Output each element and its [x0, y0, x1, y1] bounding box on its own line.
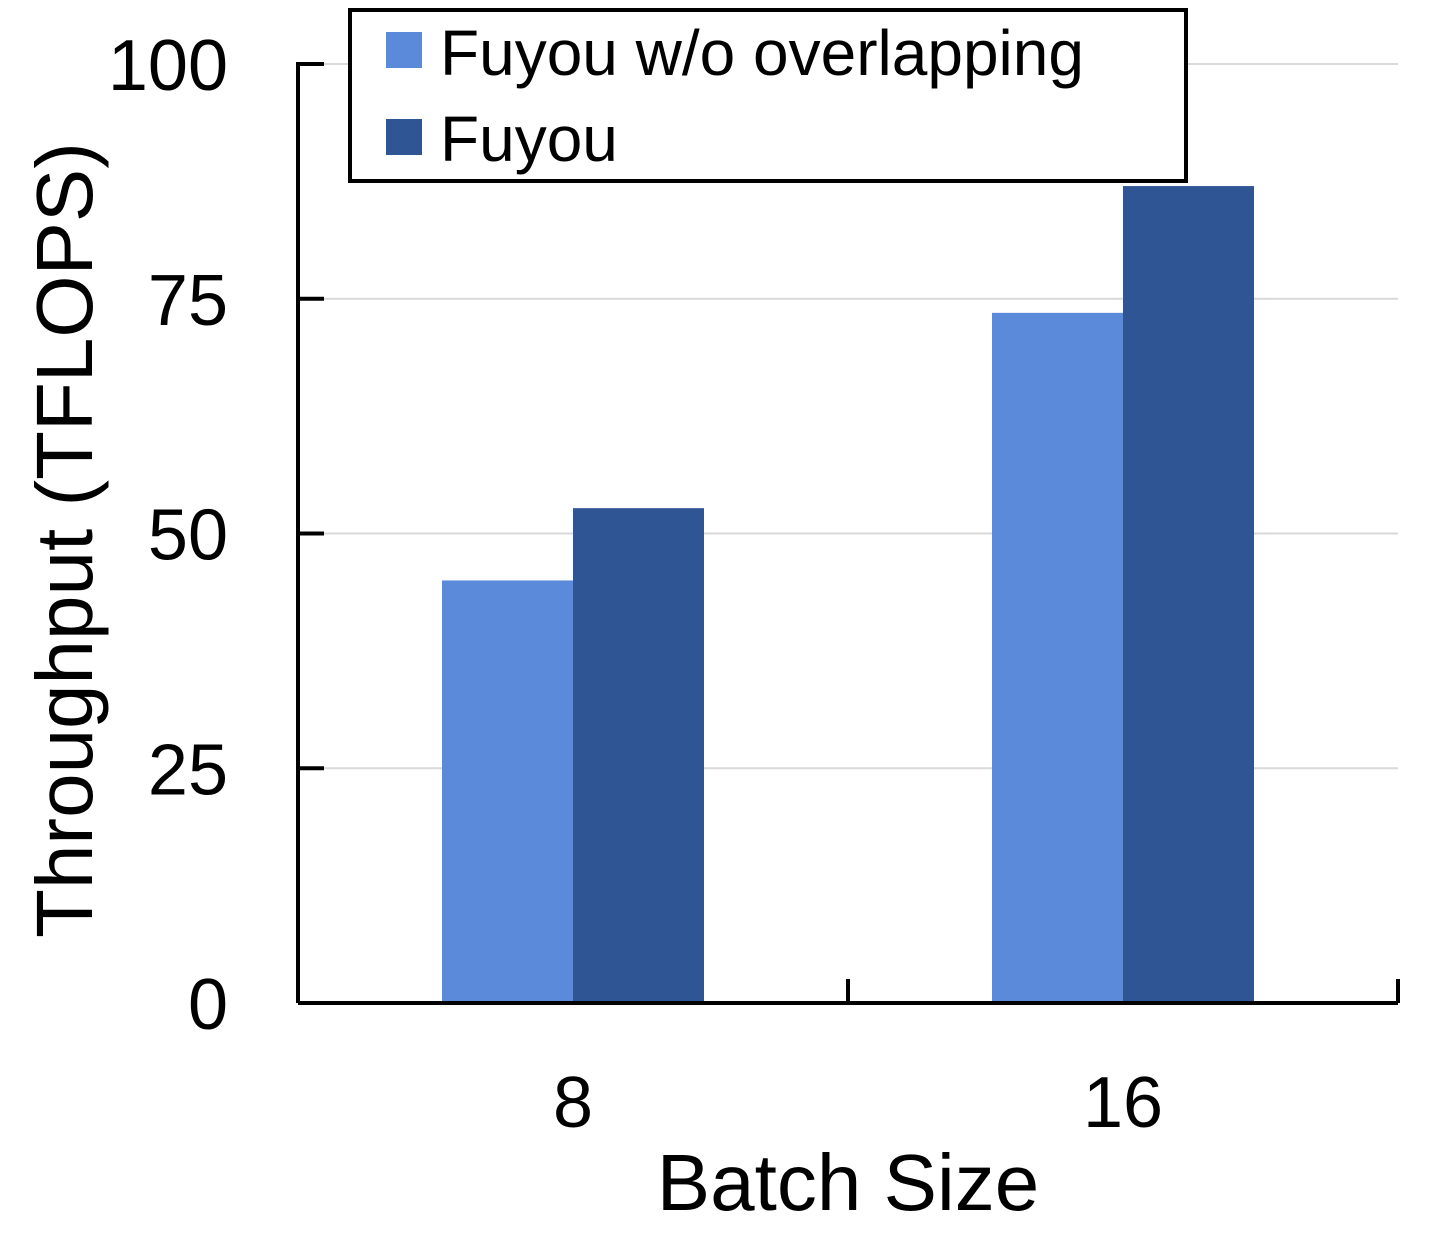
legend-swatch-fuyou — [386, 119, 422, 155]
y-tick-label-75: 75 — [148, 261, 228, 341]
legend: Fuyou w/o overlapping Fuyou — [348, 8, 1188, 183]
bars — [442, 186, 1254, 1004]
bar-fuyou-batch-16 — [1123, 186, 1254, 1003]
legend-swatch-fuyou-wo-overlapping — [386, 32, 422, 68]
bar-fuyou-w-o-overlapping-batch-16 — [992, 312, 1123, 1004]
legend-label-fuyou-wo-overlapping: Fuyou w/o overlapping — [440, 17, 1084, 89]
x-axis-title: Batch Size — [657, 1138, 1039, 1227]
legend-label-fuyou: Fuyou — [440, 103, 618, 175]
x-tick-label-16: 16 — [1083, 1063, 1163, 1143]
bar-fuyou-w-o-overlapping-batch-8 — [442, 580, 573, 1003]
x-ticks: 8 16 — [553, 979, 1400, 1143]
y-axis-title: Throughput (TFLOPS) — [20, 142, 109, 938]
y-tick-label-100: 100 — [108, 26, 228, 106]
legend-box — [348, 8, 1188, 183]
y-tick-label-50: 50 — [148, 496, 228, 576]
bar-fuyou-batch-8 — [573, 508, 704, 1003]
y-ticks: 0 25 50 75 100 — [108, 26, 324, 1045]
x-tick-label-8: 8 — [553, 1063, 593, 1143]
y-tick-label-25: 25 — [148, 730, 228, 810]
y-tick-label-0: 0 — [188, 965, 228, 1045]
